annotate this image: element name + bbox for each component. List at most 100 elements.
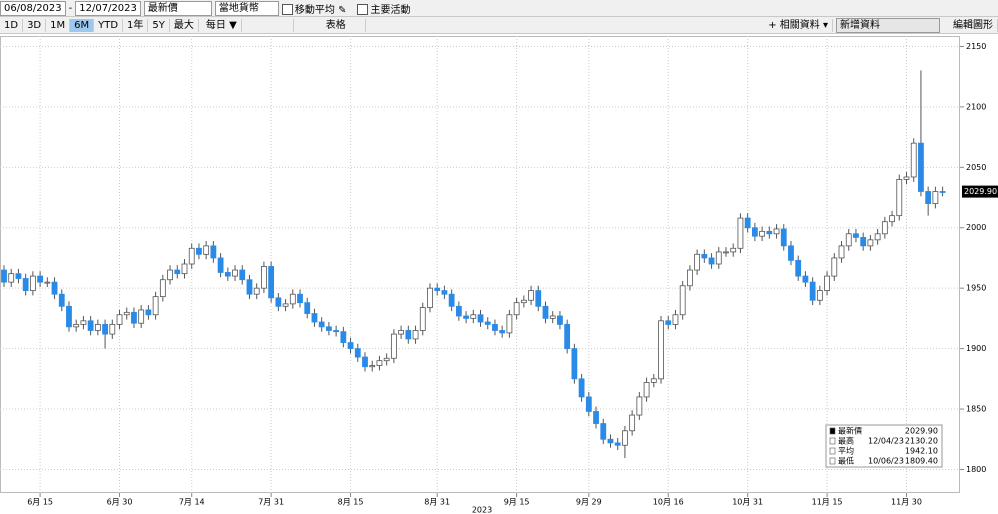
legend-swatch bbox=[829, 457, 836, 465]
candle-body bbox=[585, 396, 592, 412]
candle-body bbox=[145, 309, 152, 316]
candle-body bbox=[87, 320, 94, 331]
candle-body bbox=[477, 314, 484, 323]
candle-body bbox=[167, 269, 173, 281]
candle-body bbox=[239, 269, 246, 281]
candle-body bbox=[723, 251, 729, 254]
period-button[interactable]: 6M bbox=[70, 18, 95, 32]
legend-swatch bbox=[829, 437, 836, 445]
candle-body bbox=[58, 293, 65, 307]
candle-body bbox=[665, 320, 672, 325]
candle-body bbox=[217, 257, 224, 273]
candle-body bbox=[672, 314, 679, 325]
add-data[interactable]: 新增資料 bbox=[836, 17, 940, 33]
candle-body bbox=[275, 297, 282, 307]
candle-body bbox=[845, 233, 852, 247]
candle-body bbox=[557, 315, 563, 325]
toolbar-bottom: 1D 3D 1M 6M YTD 1年 5Y 最大 每日 ▼ 表格 + 相關資料 ▾ 新增資料 … bbox=[0, 17, 998, 34]
candle-body bbox=[405, 330, 412, 340]
x-tick-label: 9月 29 bbox=[576, 498, 602, 507]
candle-body bbox=[427, 287, 433, 308]
period-button[interactable]: 3D bbox=[23, 18, 47, 32]
candle-body bbox=[268, 266, 275, 299]
edit-chart[interactable]: 編輯圖形 bbox=[949, 18, 998, 32]
y-tick-label: 2050 bbox=[966, 163, 986, 172]
candle-body bbox=[578, 378, 585, 398]
candle-body bbox=[499, 330, 506, 334]
candle-body bbox=[484, 321, 491, 325]
candle-body bbox=[520, 299, 527, 304]
period-button[interactable]: 1D bbox=[0, 18, 24, 32]
candle-body bbox=[622, 430, 628, 446]
related-data[interactable]: + 相關資料 ▾ bbox=[764, 18, 833, 32]
legend: 最新價 2029.90 最高 12/04/23 2130.20 平均 1942.10 最低 10… bbox=[825, 424, 943, 468]
candle-body bbox=[694, 253, 701, 271]
candle-body bbox=[708, 257, 715, 265]
blank-field[interactable] bbox=[245, 18, 294, 32]
candle-body bbox=[766, 230, 773, 235]
x-tick-label: 11月 30 bbox=[891, 498, 922, 507]
candle-body bbox=[737, 217, 744, 249]
candle-body bbox=[571, 348, 578, 380]
candle-body bbox=[376, 360, 383, 366]
period-button[interactable]: 1M bbox=[46, 18, 71, 32]
legend-frame bbox=[825, 424, 943, 468]
y-tick-label: 1850 bbox=[966, 405, 986, 414]
moving-average-toggle[interactable]: 移動平均 ✎ bbox=[281, 1, 346, 16]
candle-body bbox=[102, 324, 108, 335]
price-field[interactable]: 最新價 bbox=[143, 0, 212, 16]
candle-body bbox=[492, 324, 498, 331]
candle-body bbox=[44, 281, 51, 284]
candle-body bbox=[15, 273, 22, 279]
candle-body bbox=[542, 305, 549, 319]
candle-body bbox=[282, 303, 289, 307]
candle-body bbox=[318, 321, 325, 328]
table-button[interactable]: 表格 bbox=[307, 18, 366, 32]
candle-body bbox=[564, 324, 571, 349]
legend-swatch bbox=[829, 447, 836, 455]
period-button[interactable]: 5Y bbox=[148, 18, 170, 32]
events-toggle[interactable]: 主要活動 bbox=[357, 1, 410, 16]
candle-body bbox=[932, 191, 939, 204]
candle-body bbox=[607, 438, 614, 444]
candle-body bbox=[362, 356, 368, 368]
candle-body bbox=[347, 342, 354, 349]
y-tick-label: 2100 bbox=[966, 102, 986, 111]
x-year-label: 2023 bbox=[472, 506, 492, 514]
candle-body bbox=[29, 275, 36, 291]
candle-body bbox=[881, 221, 888, 235]
candle-body bbox=[340, 331, 347, 343]
legend-swatch bbox=[829, 427, 836, 435]
period-button[interactable]: 1年 bbox=[123, 18, 149, 32]
candle-body bbox=[759, 230, 765, 237]
candle-body bbox=[831, 257, 838, 277]
y-tick-label: 1950 bbox=[966, 284, 986, 293]
period-button[interactable]: 最大 bbox=[170, 18, 199, 32]
candle-body bbox=[788, 245, 794, 261]
y-tick-label: 2150 bbox=[966, 42, 986, 51]
candle-body bbox=[687, 269, 693, 287]
candle-body bbox=[470, 314, 477, 319]
x-tick-label: 7月 14 bbox=[179, 498, 205, 507]
candle-body bbox=[809, 281, 816, 301]
period-buttons: 1D 3D 1M 6M YTD 1年 5Y 最大 bbox=[0, 18, 199, 32]
legend-value: 2029.90 bbox=[905, 427, 938, 436]
candle-body bbox=[1, 269, 7, 283]
candle-body bbox=[297, 293, 303, 304]
candle-body bbox=[419, 307, 426, 331]
candle-body bbox=[289, 293, 296, 305]
start-date[interactable]: 06/08/2023 bbox=[0, 0, 66, 16]
candle-body bbox=[528, 290, 534, 301]
end-date[interactable]: 12/07/2023 bbox=[75, 0, 141, 16]
frequency[interactable]: 每日 ▼ bbox=[202, 18, 242, 32]
x-tick-label: 8月 15 bbox=[338, 498, 364, 507]
candle-body bbox=[232, 269, 238, 277]
currency[interactable]: 當地貨幣 bbox=[214, 0, 279, 16]
candle-body bbox=[549, 315, 556, 319]
candle-body bbox=[463, 315, 469, 319]
candle-body bbox=[535, 290, 542, 307]
period-button[interactable]: YTD bbox=[94, 18, 124, 32]
candle-body bbox=[22, 278, 29, 291]
legend-name: 最新價 bbox=[838, 426, 862, 436]
